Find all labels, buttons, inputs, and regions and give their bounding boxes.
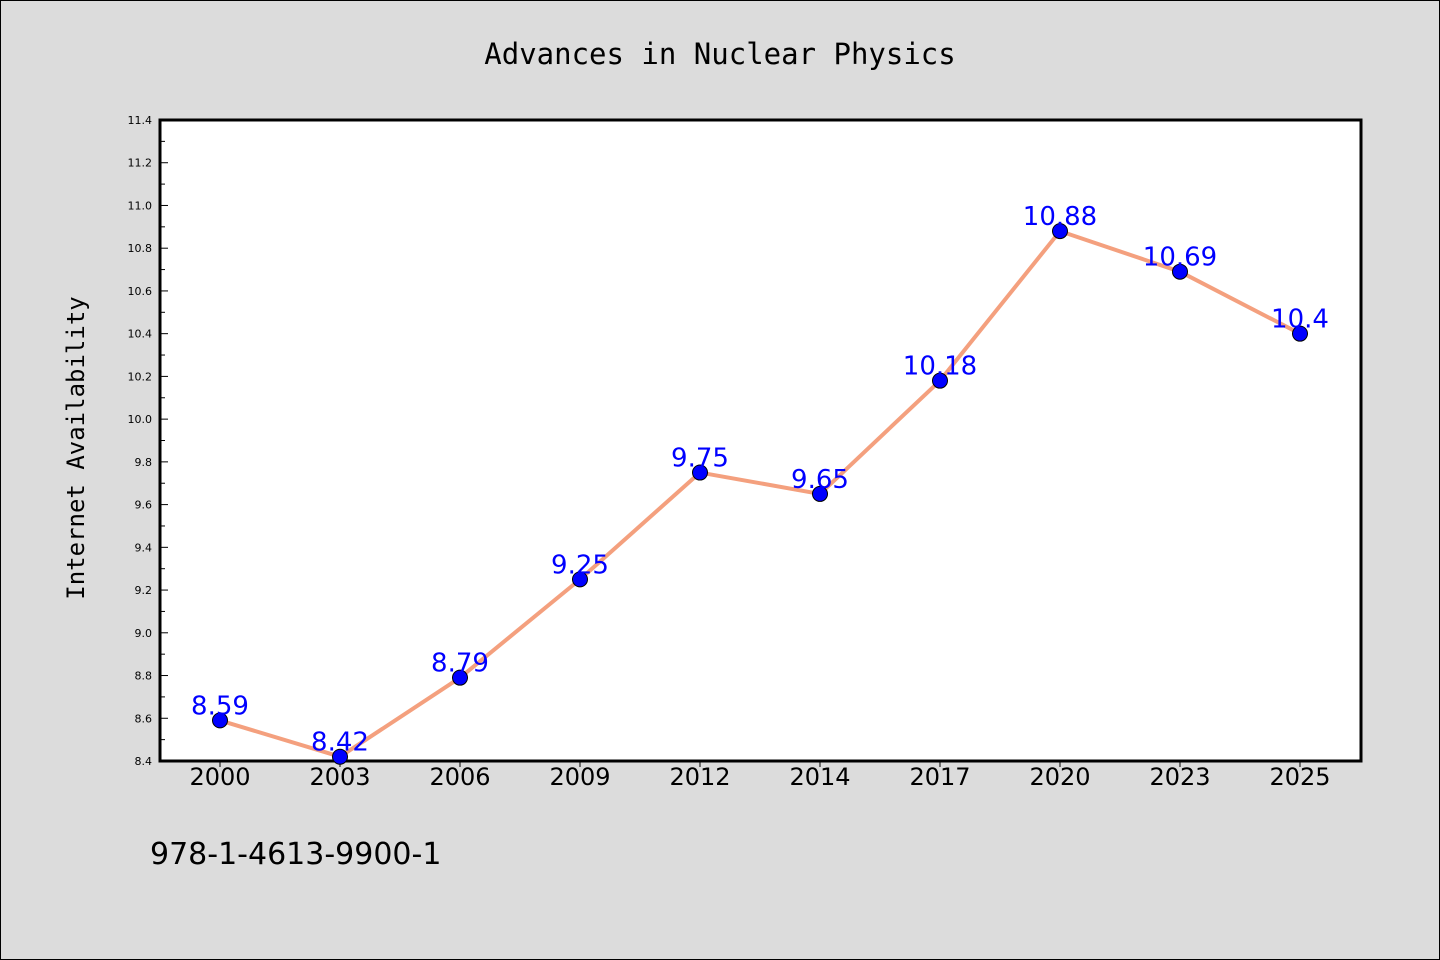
data-point [1292,325,1308,342]
data-point [212,712,228,729]
series-line [219,229,1301,759]
x-tick-label: 2000 [189,763,250,791]
y-tick-label: 10.4 [128,328,153,341]
data-label: 8.79 [431,649,489,679]
data-label: 10.88 [1023,202,1097,232]
data-point [1052,223,1068,240]
data-point [932,372,948,389]
data-label: 10.4 [1271,305,1329,335]
x-axis: 2000 2003 2006 2009 2012 2014 2017 2020 2023 2025 [189,761,1331,791]
y-tick-label: 10.8 [128,242,153,255]
y-tick-label: 8.6 [135,712,153,725]
y-tick-label: 11.2 [128,157,153,170]
y-tick-label: 9.6 [135,499,153,512]
y-tick-label: 10.0 [128,413,153,426]
data-label: 9.65 [791,465,849,495]
chart-title: Advances in Nuclear Physics [484,37,955,71]
y-tick-label: 9.4 [135,541,153,554]
x-tick-label: 2017 [909,763,970,791]
isbn-label: 978-1-4613-9900-1 [150,837,441,872]
y-tick-label: 8.8 [135,670,153,683]
x-tick-label: 2003 [309,763,370,791]
plot-area [158,118,1363,763]
data-point [572,571,588,588]
x-tick-label: 2009 [549,763,610,791]
data-label: 8.42 [311,728,369,758]
x-tick-label: 2025 [1269,763,1330,791]
data-point [452,669,468,686]
data-label: 9.25 [551,550,609,580]
x-tick-label: 2012 [669,763,730,791]
data-point [812,485,828,502]
data-label: 10.69 [1143,243,1217,273]
data-label: 8.59 [191,691,249,721]
data-point [332,748,348,765]
x-tick-label: 2020 [1029,763,1090,791]
data-point [1172,263,1188,280]
y-tick-label: 9.0 [135,627,153,640]
y-tick-label: 8.4 [135,755,153,768]
y-tick-label: 10.6 [128,285,153,298]
x-tick-label: 2014 [789,763,850,791]
y-tick-label: 10.2 [128,370,153,383]
y-tick-label: 9.2 [135,584,153,597]
series-layer: 8.59 8.42 8.79 9.25 9.75 9.65 10.18 10.88 10.69 1… [191,202,1329,765]
y-axis-label: Internet Availability [62,296,90,599]
y-axis: 8.4 8.6 8.8 9.0 9.2 9.4 9.6 9.8 10.0 10.2 10.4 10.6… [128,114,168,768]
data-point [692,464,708,481]
x-tick-label: 2023 [1149,763,1210,791]
data-label: 10.18 [903,352,977,382]
x-tick-label: 2006 [429,763,490,791]
y-tick-label: 11.0 [128,199,153,212]
y-tick-label: 11.4 [128,114,153,127]
y-tick-label: 9.8 [135,456,153,469]
data-label: 9.75 [671,444,729,474]
